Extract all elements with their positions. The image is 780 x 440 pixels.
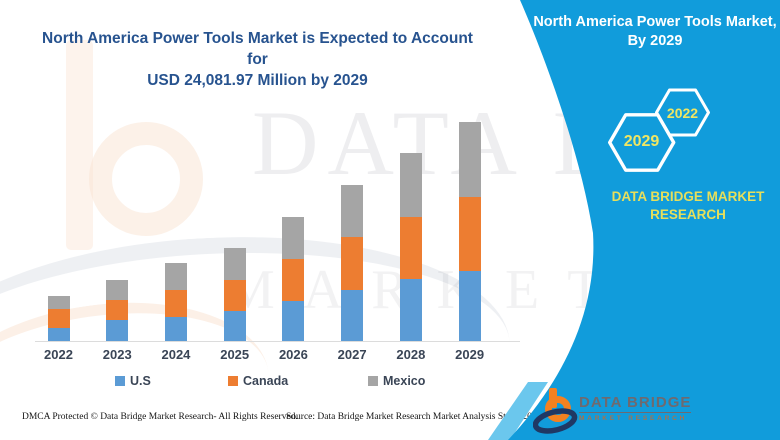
x-axis-label-2026: 2026 (278, 347, 308, 362)
bar-segment-mexico-2022 (47, 295, 70, 310)
legend-label: Mexico (383, 374, 426, 388)
bar-2022 (47, 295, 70, 341)
bar-segment-mexico-2027 (341, 185, 364, 237)
bar-segment-us-2022 (47, 327, 70, 341)
side-panel-background (488, 0, 780, 440)
x-axis-label-2023: 2023 (102, 347, 132, 362)
legend-item-canada: Canada (228, 374, 288, 388)
bar-segment-canada-2025 (223, 280, 246, 311)
bar-segment-mexico-2024 (164, 263, 187, 291)
bar-segment-canada-2027 (341, 236, 364, 291)
bar-2026 (282, 216, 305, 341)
bar-segment-mexico-2028 (399, 153, 422, 217)
bar-segment-mexico-2026 (282, 216, 305, 259)
bar-segment-canada-2029 (458, 197, 481, 271)
bar-segment-us-2025 (223, 310, 246, 341)
logo-subtitle: MARKET RESEARCH (579, 415, 688, 422)
x-axis-label-2027: 2027 (337, 347, 367, 362)
data-bridge-logo-text: DATA BRIDGE MARKET RESEARCH (579, 394, 692, 422)
legend-item-mexico: Mexico (368, 374, 425, 388)
bar-segment-us-2028 (399, 279, 422, 341)
legend-swatch-icon (115, 376, 125, 386)
watermark-logo-bowl (89, 122, 203, 236)
legend-label: Canada (243, 374, 289, 388)
side-panel-title-line2: By 2029 (627, 33, 683, 49)
x-axis-line (35, 341, 520, 342)
legend-swatch-icon (228, 376, 238, 386)
year-hexagons (607, 88, 710, 172)
x-axis-label-2029: 2029 (455, 347, 485, 362)
bar-segment-mexico-2029 (458, 122, 481, 198)
x-axis-label-2025: 2025 (220, 347, 250, 362)
hexagon-2029-icon (607, 113, 676, 172)
hexagon-large-year: 2029 (623, 133, 660, 150)
bar-segment-canada-2023 (106, 300, 129, 321)
bar-segment-canada-2026 (282, 258, 305, 301)
bar-segment-canada-2024 (164, 290, 187, 317)
logo-name: DATA BRIDGE (579, 394, 692, 413)
side-panel-title: North America Power Tools Market, By 202… (533, 13, 777, 51)
watermark-logo-stem (66, 40, 93, 250)
bar-segment-us-2029 (458, 270, 481, 341)
bar-2024 (164, 263, 187, 341)
bar-2023 (106, 279, 129, 341)
bar-2025 (223, 247, 246, 341)
bar-segment-canada-2028 (399, 216, 422, 280)
legend-item-us: U.S (115, 374, 151, 388)
bar-segment-mexico-2025 (223, 247, 246, 281)
x-axis-label-2022: 2022 (44, 347, 73, 362)
bar-segment-us-2024 (164, 316, 187, 341)
footer-source: Source: Data Bridge Market Research Mark… (286, 412, 542, 422)
bar-segment-mexico-2023 (106, 279, 129, 301)
x-axis-label-2028: 2028 (396, 347, 426, 362)
side-panel-title-line1: North America Power Tools Market, (533, 14, 777, 30)
side-panel-brand-line2: RESEARCH (650, 207, 726, 222)
legend-label: U.S (130, 374, 151, 388)
chart-title-line2: USD 24,081.97 Million by 2029 (147, 72, 368, 89)
side-panel-brand-text: DATA BRIDGE MARKET RESEARCH (598, 188, 778, 224)
x-axis-label-2024: 2024 (161, 347, 191, 362)
bar-2027 (341, 185, 364, 341)
bar-segment-us-2023 (106, 320, 129, 341)
bar-2028 (399, 153, 422, 341)
bar-2029 (458, 122, 481, 341)
bar-segment-canada-2022 (47, 309, 70, 328)
chart-title: North America Power Tools Market is Expe… (30, 28, 485, 91)
legend-swatch-icon (368, 376, 378, 386)
panel-accent-stripe (488, 382, 548, 440)
side-panel-brand-line1: DATA BRIDGE MARKET (611, 189, 765, 204)
data-bridge-logo-icon (533, 388, 578, 434)
bar-segment-us-2026 (282, 300, 305, 341)
bar-segment-us-2027 (341, 290, 364, 341)
hexagon-small-year: 2022 (666, 105, 699, 121)
chart-title-line1: North America Power Tools Market is Expe… (42, 30, 473, 68)
panel-shape (508, 0, 780, 440)
footer-copyright: DMCA Protected © Data Bridge Market Rese… (22, 412, 298, 422)
